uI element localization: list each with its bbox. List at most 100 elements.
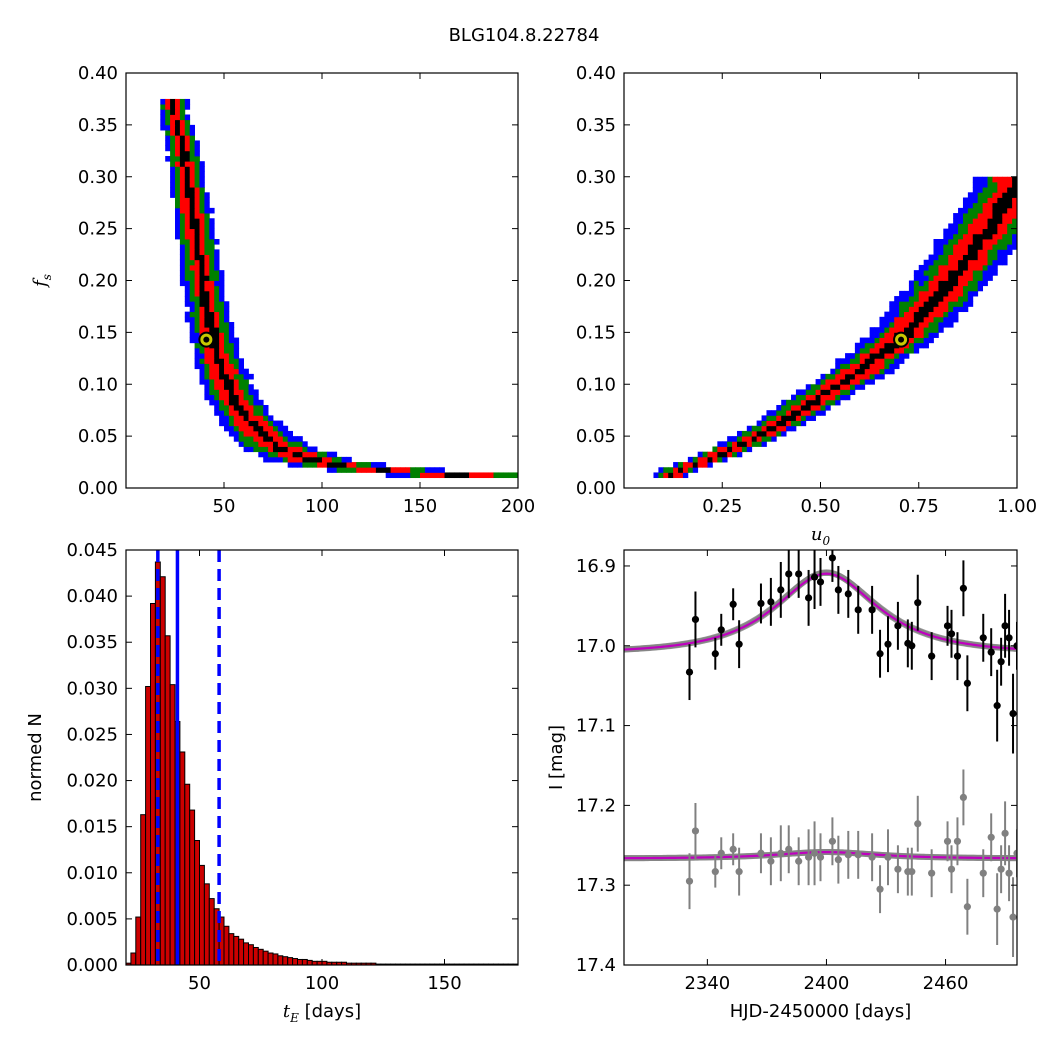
density-cell-level3 (410, 467, 416, 473)
density-cell-level4 (214, 254, 220, 261)
density-cells (653, 176, 1018, 479)
density-cell-level4 (658, 467, 664, 473)
density-cell-level2 (189, 176, 195, 183)
density-cell-level3 (219, 301, 225, 307)
density-cell-level4 (199, 373, 205, 380)
density-cell-level3 (224, 347, 230, 354)
density-cell-level1 (209, 327, 215, 333)
density-cell-level2 (746, 436, 753, 442)
density-cell-level1 (199, 270, 205, 276)
density-cell-level4 (400, 472, 406, 479)
density-cell-level2 (170, 114, 176, 121)
density-cell-level4 (219, 420, 225, 427)
density-cell-level2 (977, 218, 984, 224)
x-tick-label: 50 (213, 496, 236, 517)
x-tick-label: 100 (305, 973, 339, 994)
density-cell-level2 (248, 425, 254, 432)
density-cell-level4 (209, 207, 215, 214)
density-cell-level2 (277, 436, 284, 442)
density-cell-level4 (160, 124, 166, 131)
density-cell-level4 (258, 451, 264, 458)
density-cell-level2 (258, 420, 264, 427)
histogram-bar (208, 898, 215, 966)
density-cell-level1 (997, 202, 1003, 209)
density-cell-level2 (1012, 202, 1018, 209)
density-cell-level2 (958, 244, 964, 250)
density-cell-level2 (488, 472, 494, 479)
density-cell-level3 (189, 145, 195, 152)
density-cell-level4 (913, 347, 920, 354)
density-cell-level1 (913, 316, 920, 323)
density-cell-level1 (459, 472, 465, 479)
density-cell-level1 (228, 394, 235, 401)
density-cell-level2 (928, 285, 934, 292)
density-cell-level2 (390, 467, 396, 473)
histogram-bar (272, 953, 279, 966)
density-cell-level3 (199, 202, 205, 209)
density-cell-level4 (214, 249, 220, 255)
density-cell-level3 (263, 446, 269, 453)
density-cell-level2 (967, 239, 974, 245)
density-cell-level1 (977, 233, 984, 240)
density-cell-level2 (899, 347, 905, 354)
density-cell-level2 (766, 420, 772, 427)
density-cell-level4 (204, 197, 210, 204)
density-cell-level4 (341, 456, 347, 463)
density-cell-level4 (967, 202, 974, 209)
density-cell-level1 (854, 368, 861, 375)
density-cell-level3 (1007, 228, 1013, 235)
density-cell-level2 (756, 436, 762, 442)
density-cell-level1 (199, 290, 205, 297)
density-cell-level1 (962, 264, 969, 271)
density-cell-level1 (189, 192, 195, 198)
density-cell-level3 (165, 119, 171, 126)
density-cell-level2 (395, 467, 401, 473)
density-cell-level1 (175, 119, 181, 126)
density-cell-level4 (982, 270, 988, 276)
density-cell-level2 (194, 213, 200, 219)
density-cell-level4 (791, 394, 797, 401)
x-tick-label: 0.25 (702, 496, 742, 517)
density-cell-level3 (849, 384, 856, 390)
density-cell-level1 (1012, 192, 1018, 198)
density-cell-level1 (958, 259, 964, 266)
density-cell-level3 (972, 275, 979, 281)
density-cell-level2 (933, 285, 939, 292)
density-cell-level4 (165, 140, 171, 147)
density-cell-level3 (243, 389, 249, 396)
histogram-bar (248, 944, 254, 966)
density-cell-level4 (864, 379, 871, 385)
density-cell-level4 (972, 290, 979, 297)
density-cell-level2 (854, 379, 861, 385)
density-cell-level4 (194, 150, 200, 157)
density-cell-level4 (791, 425, 797, 432)
density-cell-level1 (982, 233, 988, 240)
density-cell-level3 (972, 280, 979, 287)
density-cell-level4 (224, 306, 230, 313)
density-cell-level2 (322, 456, 328, 463)
density-cell-level2 (189, 244, 195, 250)
density-cell-level2 (1002, 213, 1008, 219)
density-cell-level2 (228, 405, 235, 411)
y-tick-label: 0.20 (576, 271, 616, 292)
data-point (876, 885, 884, 893)
density-cell-level3 (513, 472, 519, 479)
density-cell-level2 (238, 399, 244, 406)
data-point (914, 820, 922, 828)
density-cell-level3 (189, 296, 195, 302)
density-cell-level2 (238, 420, 244, 427)
density-cell-level3 (908, 296, 915, 302)
density-cell-level4 (928, 259, 934, 266)
density-cell-level3 (899, 311, 905, 318)
density-cell-level2 (997, 223, 1003, 230)
density-cell-level1 (204, 301, 210, 307)
density-cell-level1 (1007, 197, 1013, 204)
density-cell-level3 (243, 394, 249, 401)
density-cell-level1 (904, 327, 910, 333)
density-cell-level2 (179, 119, 186, 126)
x-tick-label: 200 (501, 496, 535, 517)
density-cell-level2 (184, 228, 191, 235)
y-axis-label: fs (30, 274, 54, 289)
density-cell-level2 (859, 353, 866, 359)
density-cell-level2 (820, 394, 826, 401)
